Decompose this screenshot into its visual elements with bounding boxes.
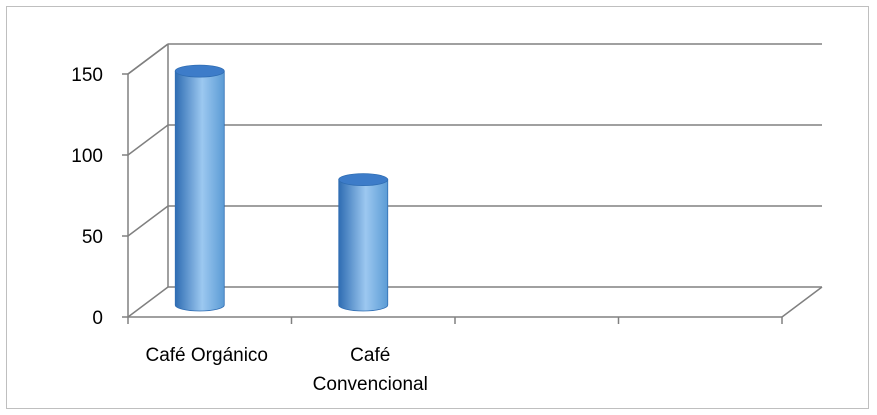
x-category-label: Café Orgánico: [145, 345, 268, 366]
gridlines: [127, 43, 822, 318]
gridline-diagonal-50: [127, 205, 169, 237]
bar-body: [174, 70, 225, 312]
y-tick-label: 0: [92, 308, 103, 329]
x-category-label-line: Café Orgánico: [145, 345, 268, 366]
bar-top: [174, 64, 225, 78]
floor-right-edge: [781, 286, 823, 318]
labels: 0 50 100 150 Café Orgánico Café Convencional: [71, 65, 428, 395]
y-tick-label: 50: [82, 227, 103, 248]
bar-body: [338, 179, 389, 312]
gridline-diagonal-0: [127, 286, 169, 318]
x-category-label-line: Café: [350, 345, 390, 366]
axes: [122, 43, 823, 324]
x-category-label: Café Convencional: [313, 345, 428, 395]
x-category-label-line: Convencional: [313, 374, 428, 395]
side-wall-top-edge: [127, 43, 169, 75]
bars: [174, 64, 389, 312]
bar-1: [338, 173, 389, 312]
y-tick-label: 100: [71, 146, 103, 167]
bar-top: [338, 173, 389, 187]
y-tick-label: 150: [71, 65, 103, 86]
bar-0: [174, 64, 225, 312]
gridline-diagonal-100: [127, 124, 169, 156]
chart-frame: [6, 6, 869, 409]
